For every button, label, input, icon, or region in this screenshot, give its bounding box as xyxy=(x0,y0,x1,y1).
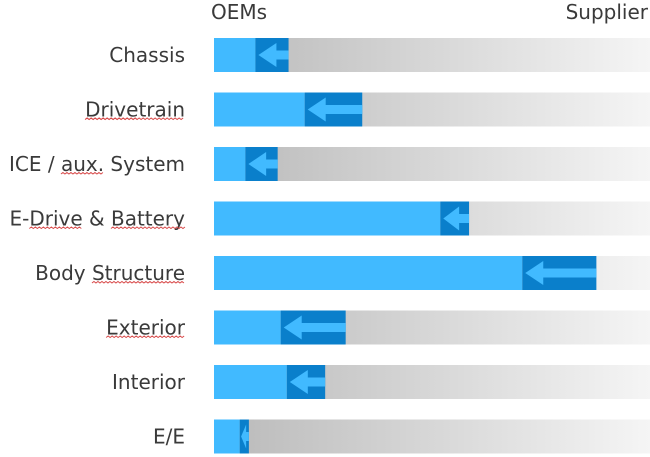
row-exterior: Exterior xyxy=(105,310,650,345)
category-label-e-drive-battery: E-Drive & Battery xyxy=(9,207,185,231)
spellcheck-underline-structure xyxy=(91,280,185,284)
spellcheck-underline-drive xyxy=(84,117,138,121)
row-e-drive-battery: E-Drive & Battery xyxy=(9,201,650,236)
spellcheck-underline-battery xyxy=(110,226,186,230)
shift-arrow-chassis xyxy=(258,43,289,67)
row-interior: Interior xyxy=(112,365,650,399)
header-label-supplier: Supplier xyxy=(566,0,649,24)
header-label-oems: OEMs xyxy=(211,0,267,24)
row-ice-aux-system: ICE / aux. System xyxy=(9,147,650,181)
row-e-e: E/E xyxy=(153,419,650,454)
category-label-exterior: Exterior xyxy=(106,316,186,340)
category-label-ice-aux-system: ICE / aux. System xyxy=(9,152,185,176)
bar-oem-chassis xyxy=(214,38,256,72)
shift-arrow-body-structure xyxy=(525,261,597,285)
row-body-structure: Body Structure xyxy=(35,256,650,290)
category-label-e-e: E/E xyxy=(153,425,185,449)
shift-arrow-interior xyxy=(289,370,326,394)
bar-oem-drivetrain xyxy=(214,92,305,127)
category-label-interior: Interior xyxy=(112,370,186,394)
shift-arrow-ice-aux-system xyxy=(248,152,278,176)
bar-oem-body-structure xyxy=(214,256,523,290)
track-ice-aux-system xyxy=(214,147,650,181)
bar-oem-interior xyxy=(214,365,287,399)
shift-arrow-exterior xyxy=(283,315,346,340)
shift-arrow-e-e xyxy=(241,424,249,449)
category-label-chassis: Chassis xyxy=(109,43,185,67)
spellcheck-underline-aux xyxy=(60,171,104,175)
bar-oem-e-drive-battery xyxy=(214,201,441,236)
row-chassis: Chassis xyxy=(109,38,650,72)
chart-rows: Chassis Drivetrain ICE / aux. System E-Driv… xyxy=(9,38,650,454)
track-e-e xyxy=(214,419,650,454)
bar-oem-ice-aux-system xyxy=(214,147,246,181)
shift-arrow-drivetrain xyxy=(307,97,363,122)
spellcheck-underline-drive xyxy=(29,226,82,230)
bar-oem-e-e xyxy=(214,419,240,454)
shift-arrow-e-drive-battery xyxy=(443,206,470,231)
row-drivetrain: Drivetrain xyxy=(84,92,650,127)
spellcheck-underline-exterior xyxy=(105,335,185,339)
bar-oem-exterior xyxy=(214,310,281,345)
